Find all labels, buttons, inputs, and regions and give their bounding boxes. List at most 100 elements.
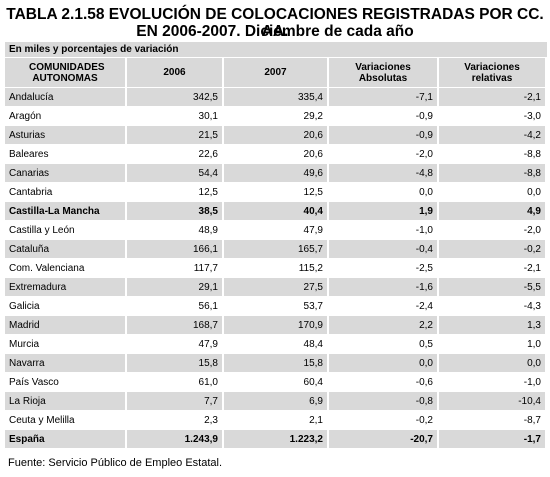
value-cell: 53,7 xyxy=(303,300,323,312)
table-row: Asturias 21,5 20,6 -0,9 -4,2 xyxy=(5,126,545,144)
table-row: Canarias 54,4 49,6 -4,8 -8,8 xyxy=(5,164,545,182)
value-cell: 29,2 xyxy=(303,110,323,122)
value-cell: 117,7 xyxy=(193,262,218,274)
value-cell: -4,2 xyxy=(439,126,545,144)
value-cell: 170,9 xyxy=(224,316,327,334)
value-cell: -2,1 xyxy=(439,88,545,106)
table-row: Cataluña 166,1 165,7 -0,4 -0,2 xyxy=(5,240,545,258)
value-cell: 38,5 xyxy=(127,202,222,220)
value-cell: 7,7 xyxy=(127,392,222,410)
table-row: Murcia 47,9 48,4 0,5 1,0 xyxy=(5,335,545,353)
table-row: Extremadura 29,1 27,5 -1,6 -5,5 xyxy=(5,278,545,296)
region-cell: Cataluña xyxy=(5,240,125,258)
value-cell: 2,2 xyxy=(329,316,437,334)
value-cell: 27,5 xyxy=(224,278,327,296)
value-cell: -10,4 xyxy=(439,392,545,410)
column-header-text: 2006 xyxy=(163,67,186,78)
value-cell: 40,4 xyxy=(224,202,327,220)
value-cell: -2,1 xyxy=(523,262,541,274)
title-line: EN 2006-2007. Diciembre de cada año xyxy=(136,23,414,40)
value-cell: 1.243,9 xyxy=(127,430,222,448)
column-header: 2007 xyxy=(224,58,327,87)
region-cell: Extremadura xyxy=(5,278,125,296)
column-header-text: Variaciones relativas xyxy=(464,61,520,84)
value-cell: 1,9 xyxy=(329,202,437,220)
table-row: Galicia 56,1 53,7 -2,4 -4,3 xyxy=(5,297,545,315)
value-cell: -4,3 xyxy=(523,300,541,312)
value-cell: -0,6 xyxy=(415,376,433,388)
table-row: Ceuta y Melilla 2,3 2,1 -0,2 -8,7 xyxy=(5,411,545,429)
table-caption: En miles y porcentajes de variación xyxy=(5,42,547,57)
value-cell: 2,1 xyxy=(309,414,323,426)
column-header-text: Variaciones Absolutas xyxy=(355,61,411,84)
value-cell: 0,5 xyxy=(419,338,433,350)
region-cell: La Rioja xyxy=(5,392,125,410)
value-cell: 0,0 xyxy=(419,186,433,198)
value-cell: -1,6 xyxy=(329,278,437,296)
value-cell: -20,7 xyxy=(329,430,437,448)
value-cell: 115,2 xyxy=(298,262,323,274)
value-cell: 166,1 xyxy=(127,240,222,258)
value-cell: -1,0 xyxy=(415,224,433,236)
value-cell: 54,4 xyxy=(127,164,222,182)
value-cell: 20,6 xyxy=(303,148,323,160)
value-cell: -2,5 xyxy=(415,262,433,274)
table-row: Madrid 168,7 170,9 2,2 1,3 xyxy=(5,316,545,334)
region-cell: Murcia xyxy=(9,338,40,350)
table-row: España 1.243,9 1.223,2 -20,7 -1,7 xyxy=(5,430,545,448)
value-cell: -5,5 xyxy=(439,278,545,296)
value-cell: 48,4 xyxy=(303,338,323,350)
region-cell: Castilla-La Mancha xyxy=(5,202,125,220)
value-cell: 1,0 xyxy=(527,338,541,350)
value-cell: 342,5 xyxy=(127,88,222,106)
value-cell: -7,1 xyxy=(329,88,437,106)
title-line: TABLA 2.1.58 EVOLUCIÓN DE COLOCACIONES R… xyxy=(6,6,544,40)
region-cell: Ceuta y Melilla xyxy=(9,414,75,426)
table-row: La Rioja 7,7 6,9 -0,8 -10,4 xyxy=(5,392,545,410)
value-cell: 22,6 xyxy=(198,148,218,160)
value-cell: 1,3 xyxy=(439,316,545,334)
value-cell: -1,0 xyxy=(523,376,541,388)
region-cell: Castilla y León xyxy=(9,224,75,236)
value-cell: 0,0 xyxy=(329,354,437,372)
value-cell: 15,8 xyxy=(224,354,327,372)
region-cell: País Vasco xyxy=(9,376,59,388)
data-table: COMUNIDADES AUTONOMAS 2006 2007 Variaciones… xyxy=(3,57,547,449)
header-row: COMUNIDADES AUTONOMAS 2006 2007 Variaciones… xyxy=(5,58,545,87)
region-cell: Canarias xyxy=(5,164,125,182)
value-cell: 4,9 xyxy=(439,202,545,220)
value-cell: -8,7 xyxy=(523,414,541,426)
value-cell: 49,6 xyxy=(224,164,327,182)
table-row: Andalucía 342,5 335,4 -7,1 -2,1 xyxy=(5,88,545,106)
region-cell: Andalucía xyxy=(5,88,125,106)
region-cell: Asturias xyxy=(5,126,125,144)
table-row: Com. Valenciana 117,7 115,2 -2,5 -2,1 xyxy=(5,259,545,277)
value-cell: 12,5 xyxy=(303,186,323,198)
value-cell: 165,7 xyxy=(224,240,327,258)
value-cell: -0,9 xyxy=(329,126,437,144)
region-cell: Madrid xyxy=(5,316,125,334)
column-header: Variaciones relativas xyxy=(439,58,545,87)
value-cell: 48,9 xyxy=(198,224,218,236)
value-cell: -3,0 xyxy=(523,110,541,122)
column-header-text: COMUNIDADES AUTONOMAS xyxy=(29,61,105,84)
value-cell: 0,0 xyxy=(527,186,541,198)
table-row: Castilla y León 48,9 47,9 -1,0 -2,0 xyxy=(5,221,545,239)
region-cell: España xyxy=(5,430,125,448)
value-cell: 20,6 xyxy=(224,126,327,144)
value-cell: -1,7 xyxy=(439,430,545,448)
value-cell: -0,9 xyxy=(415,110,433,122)
value-cell: 60,4 xyxy=(303,376,323,388)
value-cell: -4,8 xyxy=(329,164,437,182)
value-cell: -0,2 xyxy=(439,240,545,258)
table-row: Cantabria 12,5 12,5 0,0 0,0 xyxy=(5,183,545,201)
region-cell: Aragón xyxy=(9,110,42,122)
table-row: Navarra 15,8 15,8 0,0 0,0 xyxy=(5,354,545,372)
column-header: 2006 xyxy=(127,58,222,87)
value-cell: -2,0 xyxy=(415,148,433,160)
value-cell: -0,8 xyxy=(329,392,437,410)
value-cell: 15,8 xyxy=(127,354,222,372)
value-cell: 1.223,2 xyxy=(224,430,327,448)
column-header-text: 2007 xyxy=(264,67,287,78)
